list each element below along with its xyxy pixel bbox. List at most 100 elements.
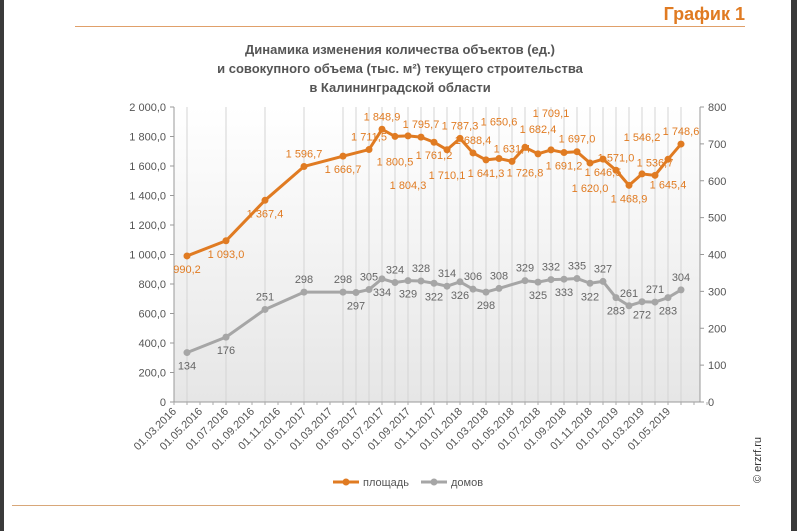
data-point <box>183 252 191 260</box>
data-label: 1 093,0 <box>208 249 245 261</box>
data-point <box>560 149 568 157</box>
data-point <box>664 155 672 163</box>
right-tick-label: 300 <box>708 286 726 298</box>
data-point <box>534 150 542 158</box>
data-point <box>586 279 594 287</box>
chart-title-line-2: и совокупного объема (тыс. м²) текущего … <box>217 61 583 76</box>
left-tick-label: 1 400,0 <box>129 191 166 203</box>
data-label: 305 <box>360 272 378 284</box>
data-label: 1 367,4 <box>247 208 284 220</box>
data-point <box>417 277 425 285</box>
data-point <box>391 132 399 140</box>
data-label: 1 620,0 <box>572 183 609 195</box>
data-label: 134 <box>178 361 196 373</box>
left-tick-label: 200,0 <box>138 368 166 380</box>
data-point <box>365 286 373 294</box>
data-label: 298 <box>334 274 352 286</box>
data-label: 304 <box>672 272 690 284</box>
data-label: 298 <box>477 300 495 312</box>
data-label: 334 <box>373 287 391 299</box>
data-label: 322 <box>581 291 599 303</box>
data-label: 1 726,8 <box>507 167 544 179</box>
data-label: 308 <box>490 270 508 282</box>
data-point <box>430 279 438 287</box>
data-point <box>352 288 360 296</box>
data-point <box>391 279 399 287</box>
data-label: 1 468,9 <box>611 193 648 205</box>
data-label: 326 <box>451 290 469 302</box>
right-tick-label: 700 <box>708 139 726 151</box>
right-tick-label: 500 <box>708 213 726 225</box>
data-label: 329 <box>399 289 417 301</box>
chart-title: Динамика изменения количества объектов (… <box>150 40 650 97</box>
data-point <box>638 298 646 306</box>
data-point <box>456 134 464 142</box>
data-label: 1 710,1 <box>429 170 466 182</box>
data-label: 272 <box>633 310 651 322</box>
data-label: 1 787,3 <box>442 120 479 132</box>
data-label: 1 804,3 <box>390 180 427 192</box>
left-tick-label: 1 800,0 <box>129 132 166 144</box>
data-label: 1 536,7 <box>637 157 674 169</box>
data-point <box>404 132 412 140</box>
data-point <box>469 149 477 157</box>
data-point <box>378 125 386 133</box>
data-point <box>651 171 659 179</box>
data-point <box>417 133 425 141</box>
data-label: 1 848,9 <box>364 111 401 123</box>
data-label: 297 <box>347 300 365 312</box>
data-label: 1 697,0 <box>559 134 596 146</box>
chart-title-line-1: Динамика изменения количества объектов (… <box>245 42 555 57</box>
bottom-divider <box>12 505 740 506</box>
data-label: 322 <box>425 291 443 303</box>
data-point <box>651 298 659 306</box>
data-label: 1 748,6 <box>663 126 700 138</box>
data-point <box>261 305 269 313</box>
data-label: 325 <box>529 290 547 302</box>
right-tick-label: 200 <box>708 323 726 335</box>
left-tick-label: 1 600,0 <box>129 161 166 173</box>
left-tick-label: 0 <box>160 397 166 409</box>
data-point <box>495 155 503 163</box>
data-label: 1 646,5 <box>585 167 622 179</box>
data-label: 327 <box>594 263 612 275</box>
data-label: 1 691,2 <box>546 161 583 173</box>
data-point <box>560 275 568 283</box>
figure-label: График 1 <box>663 4 745 24</box>
data-label: 1 546,2 <box>624 132 661 144</box>
data-label: 271 <box>646 284 664 296</box>
data-label: 1 711,5 <box>351 132 387 144</box>
data-point <box>612 294 620 302</box>
legend-label: площадь <box>363 477 409 489</box>
data-point <box>404 277 412 285</box>
data-point <box>521 277 529 285</box>
data-point <box>547 276 555 284</box>
data-label: 1 761,2 <box>416 150 453 162</box>
data-point <box>430 138 438 146</box>
data-label: 283 <box>607 306 625 318</box>
data-point <box>495 284 503 292</box>
data-point <box>677 286 685 294</box>
data-point <box>339 288 347 296</box>
data-label: 261 <box>620 288 638 300</box>
data-label: 1 596,7 <box>286 148 323 160</box>
data-label: 1 709,1 <box>533 108 570 120</box>
data-point <box>534 278 542 286</box>
data-point <box>443 282 451 290</box>
copyright: © erzrf.ru <box>752 437 764 483</box>
data-point <box>300 162 308 170</box>
data-label: 990,2 <box>173 264 201 276</box>
plot-area <box>174 107 700 402</box>
left-tick-label: 600,0 <box>138 309 166 321</box>
data-label: 1 571,0 <box>598 152 635 164</box>
data-label: 1 645,4 <box>650 179 687 191</box>
data-point <box>625 181 633 189</box>
data-label: 324 <box>386 265 404 277</box>
data-point <box>625 302 633 310</box>
top-divider <box>75 26 745 27</box>
data-point <box>261 196 269 204</box>
data-point <box>521 143 529 151</box>
right-border <box>791 0 797 531</box>
data-label: 251 <box>256 291 274 303</box>
data-point <box>547 146 555 154</box>
